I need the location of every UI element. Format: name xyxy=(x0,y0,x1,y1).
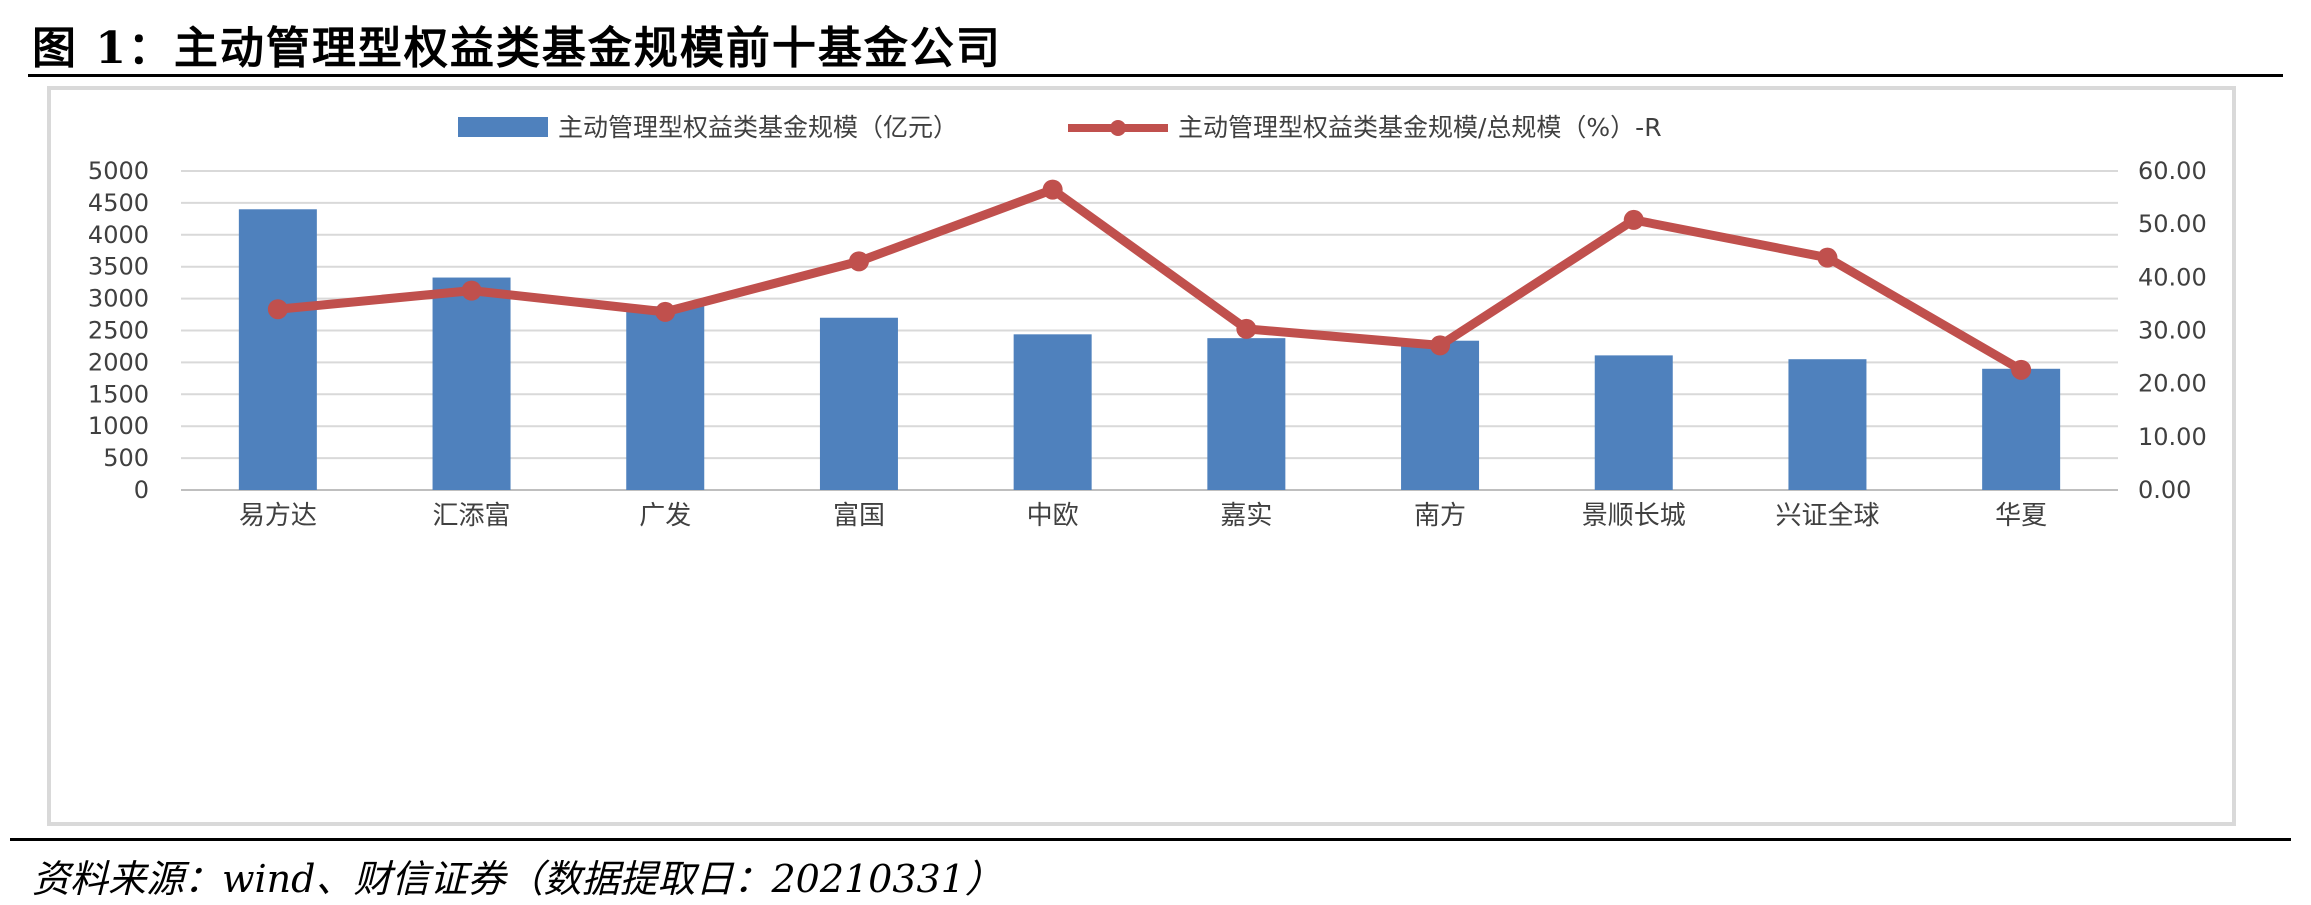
x-category-label: 富国 xyxy=(833,501,885,531)
bar-series xyxy=(238,209,2061,490)
x-category-label: 兴证全球 xyxy=(1775,501,1879,531)
x-category-label: 广发 xyxy=(639,501,691,531)
source-note: 资料来源：wind、财信证券（数据提取日：20210331） xyxy=(32,857,1003,901)
chart-frame: 0 500 1000 1500 2000 2500 3000 3500 4000 4500 5000… xyxy=(47,86,2236,826)
y-right-tick-label: 20.00 xyxy=(2138,370,2207,398)
bar xyxy=(819,317,898,490)
y-right-tick-label: 40.00 xyxy=(2138,263,2207,291)
y-left-tick-label: 3000 xyxy=(88,285,149,313)
line-point xyxy=(1623,209,1644,230)
x-category-label: 嘉实 xyxy=(1220,501,1272,531)
x-category-label: 汇添富 xyxy=(433,501,511,531)
line-point xyxy=(1430,335,1451,356)
legend: 主动管理型权益类基金规模（亿元） 主动管理型权益类基金规模/总规模（%）-R xyxy=(458,113,1662,142)
line-series xyxy=(267,179,2032,380)
x-category-label: 华夏 xyxy=(1995,501,2047,531)
axes: 0 500 1000 1500 2000 2500 3000 3500 4000 4500 5000… xyxy=(88,157,2207,531)
x-category-label: 景顺长城 xyxy=(1582,501,1686,531)
top-rule xyxy=(28,74,2283,77)
series-line xyxy=(273,185,2026,375)
line-point xyxy=(848,251,869,272)
y-left-tick-label: 5000 xyxy=(88,157,149,185)
x-category-label: 易方达 xyxy=(239,501,317,531)
line-point xyxy=(267,299,288,320)
bar xyxy=(238,209,317,490)
y-right-tick-label: 50.00 xyxy=(2138,210,2207,238)
bar xyxy=(1207,338,1286,490)
y-right-tick-label: 0.00 xyxy=(2138,476,2191,504)
y-right-tick-label: 10.00 xyxy=(2138,423,2207,451)
y-left-tick-label: 4500 xyxy=(88,189,149,217)
y-left-tick-label: 2500 xyxy=(88,317,149,345)
line-point xyxy=(655,301,676,322)
bar xyxy=(1401,340,1480,490)
line-point xyxy=(2011,359,2032,380)
bar xyxy=(626,306,705,490)
legend-swatch-marker xyxy=(1110,120,1126,136)
x-category-label: 南方 xyxy=(1414,501,1466,531)
legend-label-line: 主动管理型权益类基金规模/总规模（%）-R xyxy=(1178,113,1662,142)
y-left-tick-label: 500 xyxy=(103,444,149,472)
y-left-tick-label: 1500 xyxy=(88,380,149,408)
bar xyxy=(1594,355,1673,490)
legend-label-bar: 主动管理型权益类基金规模（亿元） xyxy=(558,113,958,142)
y-left-tick-label: 2000 xyxy=(88,348,149,376)
y-right-tick-label: 30.00 xyxy=(2138,317,2207,345)
bar xyxy=(1013,334,1092,490)
y-right-tick-label: 60.00 xyxy=(2138,157,2207,185)
bar xyxy=(1788,359,1867,490)
figure-title: 图 1：主动管理型权益类基金规模前十基金公司 xyxy=(32,23,1002,74)
line-point xyxy=(1042,179,1063,200)
bottom-rule xyxy=(10,838,2291,841)
y-left-tick-label: 1000 xyxy=(88,412,149,440)
chart-svg: 0 500 1000 1500 2000 2500 3000 3500 4000 4500 5000… xyxy=(88,113,2207,531)
line-point xyxy=(1236,318,1257,339)
y-left-tick-label: 0 xyxy=(134,476,149,504)
bar xyxy=(432,277,511,490)
y-left-tick-label: 4000 xyxy=(88,221,149,249)
line-point xyxy=(461,280,482,301)
line-point xyxy=(1817,247,1838,268)
y-left-tick-label: 3500 xyxy=(88,253,149,281)
bar xyxy=(1982,368,2061,490)
x-category-label: 中欧 xyxy=(1027,501,1079,531)
legend-swatch-bar xyxy=(458,117,548,137)
